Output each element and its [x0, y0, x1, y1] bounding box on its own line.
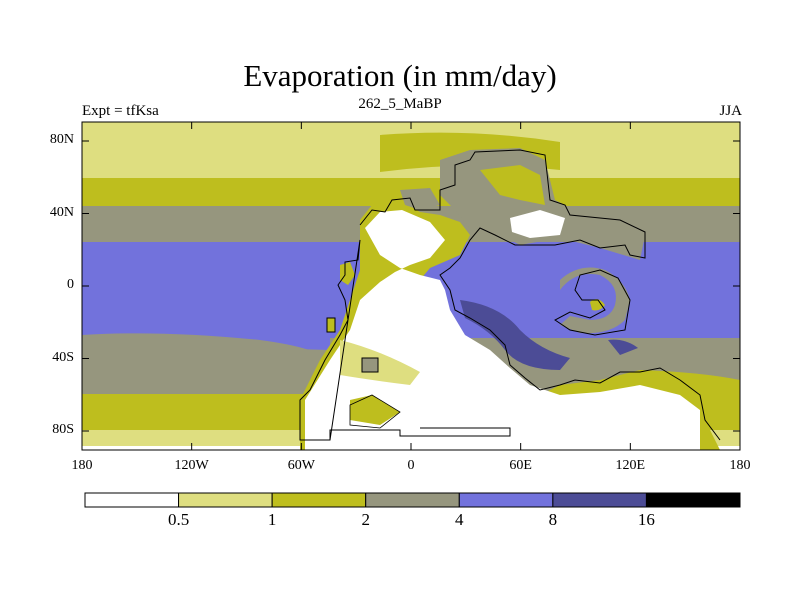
- colorbar: [84, 492, 741, 508]
- northern-landmass-patch: [480, 165, 545, 205]
- lon-label: 0: [407, 458, 415, 473]
- colorbar-swatch-5: [552, 492, 647, 508]
- lon-label: 60W: [287, 458, 315, 473]
- colorbar-swatch-1: [178, 492, 273, 508]
- colorbar-level-label: 2: [361, 510, 370, 529]
- lon-label: 120W: [174, 458, 209, 473]
- colorbar-level-label: 4: [455, 510, 464, 529]
- southwest-patch: [340, 340, 420, 385]
- eastern-peninsula-core: [590, 299, 605, 311]
- lat-label: 40S: [52, 349, 74, 365]
- west-coast-fragment: [340, 262, 355, 285]
- lat-label: 0: [67, 277, 74, 292]
- season-label: JJA: [719, 103, 742, 119]
- colorbar-level-label: 16: [637, 510, 655, 529]
- experiment-label: Expt = tfKsa: [82, 103, 159, 119]
- colorbar-swatch-0: [84, 492, 180, 508]
- south-interior-outline: [349, 394, 401, 429]
- west-coast-island: [327, 318, 335, 332]
- map-title: Evaporation (in mm/day): [243, 58, 557, 93]
- colorbar-level-label: 0.5: [167, 510, 190, 529]
- lat-label: 80S: [52, 422, 74, 437]
- colorbar-level-label: 1: [267, 510, 277, 529]
- lon-label: 180: [71, 458, 93, 473]
- northern-dry-patch: [510, 210, 565, 238]
- colorbar-swatch-2: [271, 492, 367, 508]
- map-fields: [82, 122, 740, 450]
- eastern-peninsula: [560, 267, 630, 334]
- lon-label: 60E: [509, 458, 532, 473]
- tethys-high-evap: [460, 300, 570, 370]
- lon-label: 180: [729, 458, 751, 473]
- tethys-high-evap-east: [608, 339, 638, 355]
- lat-label: 80N: [49, 132, 74, 147]
- lat-label: 40N: [49, 204, 74, 220]
- pacific-south-field: [82, 333, 330, 372]
- northwest-patch: [400, 188, 440, 210]
- lat-tick-marks: [82, 140, 740, 432]
- pangaea-dry-interior: [305, 210, 700, 450]
- time-label: 262_5_MaBP: [358, 96, 442, 112]
- lon-label: 120E: [615, 458, 646, 473]
- coastline: [299, 149, 721, 441]
- colorbar-swatch-6: [645, 492, 741, 508]
- small-interior-patch: [362, 358, 378, 372]
- south-interior-patch: [350, 395, 400, 425]
- colorbar-swatch-4: [458, 492, 554, 508]
- colorbar-level-label: 8: [548, 510, 558, 529]
- lon-tick-marks: [81, 122, 741, 450]
- colorbar-swatch-3: [365, 492, 460, 508]
